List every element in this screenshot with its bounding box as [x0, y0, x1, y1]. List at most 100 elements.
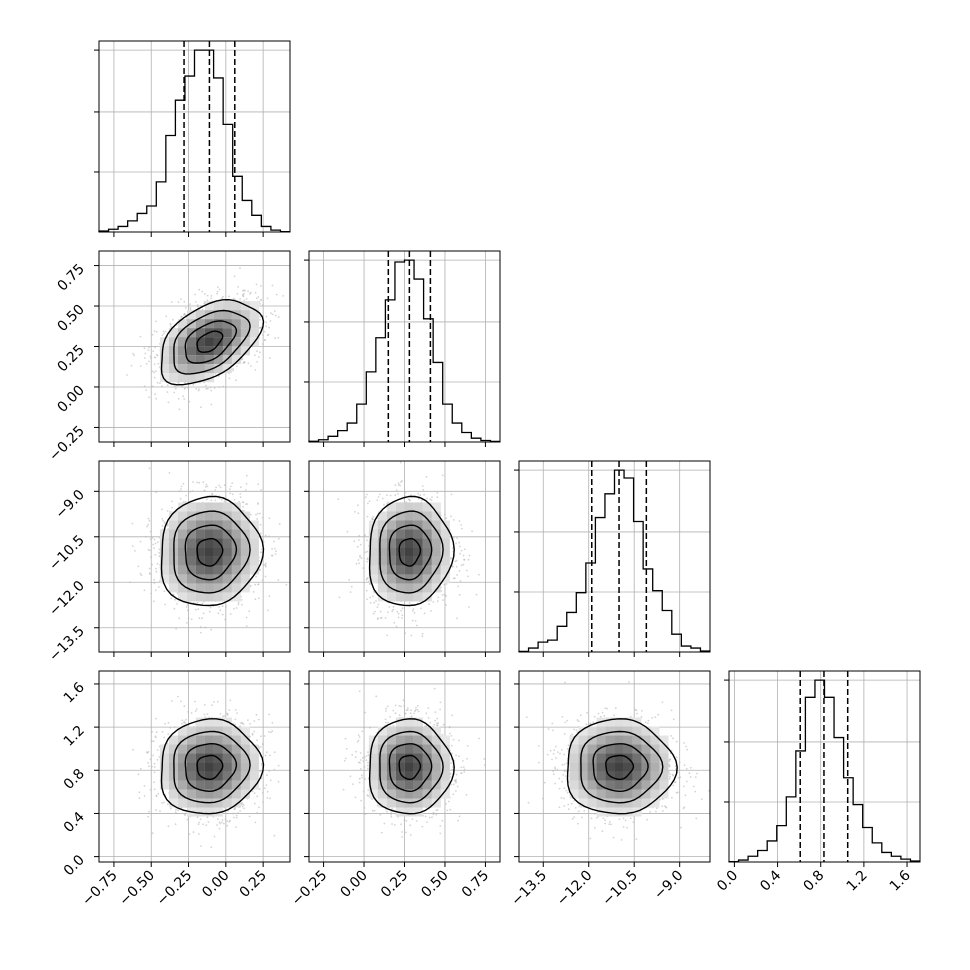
density-cell — [204, 502, 214, 512]
sample-point — [285, 583, 288, 586]
sample-point — [143, 357, 146, 359]
sample-point — [366, 577, 369, 579]
sample-point — [144, 352, 147, 355]
sample-point — [178, 490, 181, 493]
sample-point — [278, 537, 280, 540]
sample-point — [202, 481, 205, 484]
scatter-panel-1-2: −0.250.000.250.500.75 — [46, 250, 291, 465]
sample-point — [170, 301, 173, 303]
sample-point — [357, 559, 360, 561]
sample-point — [410, 634, 413, 637]
x-tick-label: 0.8 — [800, 868, 827, 895]
sample-point — [459, 545, 461, 548]
axes-frame — [98, 40, 291, 233]
sample-point — [247, 362, 250, 365]
sample-point — [242, 289, 244, 292]
sample-point — [253, 354, 256, 357]
sample-point — [244, 289, 246, 292]
density-cell — [168, 373, 178, 383]
density-cell — [213, 502, 223, 512]
sample-point — [377, 496, 380, 498]
sample-point — [443, 583, 446, 586]
sample-point — [378, 493, 381, 496]
sample-point — [338, 596, 341, 599]
sample-point — [154, 589, 157, 592]
sample-point — [271, 554, 274, 557]
sample-point — [376, 606, 379, 609]
y-tick-label: −12.0 — [46, 578, 88, 620]
sample-point — [261, 548, 263, 551]
histogram-steps — [98, 49, 290, 233]
sample-point — [154, 393, 157, 396]
histogram-panel-1 — [94, 40, 291, 237]
density-cell — [159, 346, 169, 356]
sample-point — [241, 599, 243, 601]
sample-point — [366, 493, 368, 496]
sample-point — [245, 474, 248, 477]
sample-point — [359, 543, 362, 546]
sample-point — [236, 365, 238, 368]
sample-point — [452, 577, 455, 580]
histogram-steps — [518, 469, 710, 653]
sample-point — [169, 322, 172, 325]
sample-point — [260, 299, 262, 301]
sample-point — [429, 498, 431, 501]
sample-point — [254, 583, 257, 586]
sample-point — [255, 283, 258, 286]
sample-point — [223, 500, 226, 503]
sample-point — [216, 290, 219, 293]
sample-point — [395, 489, 398, 492]
sample-point — [404, 632, 407, 635]
sample-point — [460, 549, 463, 552]
sample-point — [354, 511, 356, 513]
sample-point — [359, 556, 361, 559]
sample-point — [174, 387, 177, 390]
sample-point — [367, 502, 369, 505]
sample-point — [151, 563, 154, 566]
y-tick-label: 0.25 — [54, 342, 87, 375]
x-tick-label: 1.2 — [844, 868, 871, 895]
sample-point — [242, 505, 245, 508]
sample-point — [153, 363, 156, 366]
sample-point — [375, 600, 377, 602]
sample-point — [268, 595, 271, 598]
sample-point — [183, 314, 185, 316]
sample-point — [364, 551, 367, 554]
sample-point — [139, 540, 142, 543]
density-cell — [213, 529, 223, 539]
sample-point — [357, 512, 360, 515]
y-tick-label: −10.5 — [46, 532, 88, 574]
sample-point — [148, 396, 151, 399]
sample-point — [161, 524, 164, 527]
density-cell — [204, 556, 214, 566]
sample-point — [248, 610, 251, 613]
sample-point — [148, 519, 151, 522]
sample-point — [271, 284, 274, 287]
sample-point — [232, 369, 235, 372]
sample-point — [261, 579, 264, 582]
sample-point — [163, 590, 166, 592]
sample-point — [441, 474, 444, 477]
sample-point — [454, 560, 457, 563]
sample-point — [263, 338, 266, 341]
density-cell — [231, 319, 241, 329]
sample-point — [257, 296, 260, 298]
sample-point — [196, 304, 199, 306]
sample-point — [452, 519, 455, 521]
sample-point — [399, 461, 402, 464]
sample-point — [460, 564, 463, 567]
sample-point — [243, 292, 246, 295]
sample-point — [149, 530, 152, 533]
sample-point — [219, 609, 222, 612]
density-cell — [231, 511, 241, 521]
density-cell — [177, 565, 187, 575]
sample-point — [277, 316, 280, 319]
sample-point — [419, 494, 422, 497]
sample-point — [153, 371, 156, 374]
sample-point — [197, 306, 199, 308]
sample-point — [459, 552, 461, 555]
sample-point — [151, 333, 154, 336]
sample-point — [157, 541, 159, 543]
sample-point — [196, 481, 199, 484]
sample-point — [165, 315, 168, 318]
